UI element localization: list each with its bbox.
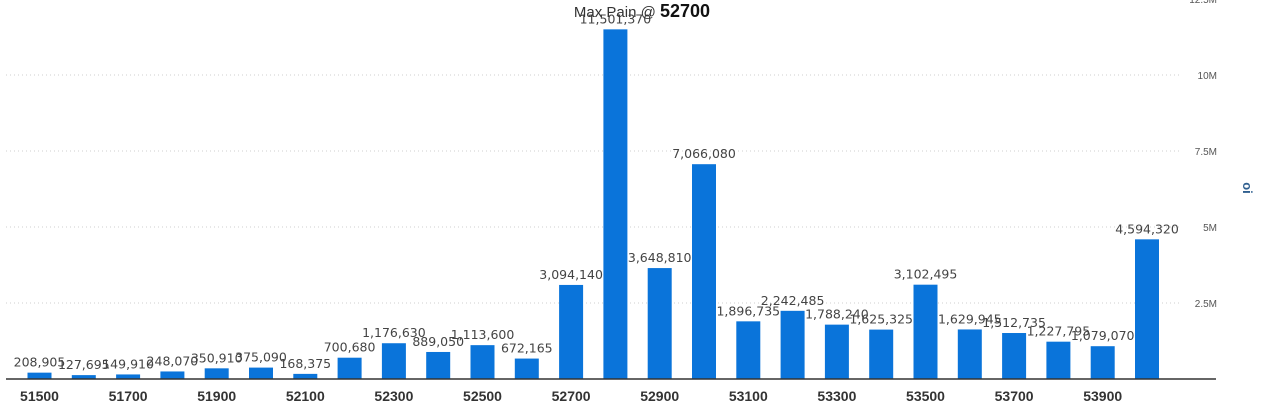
x-tick-label: 53700 — [995, 388, 1034, 404]
data-label-52200: 700,680 — [324, 340, 376, 355]
x-tick-label: 53500 — [906, 388, 945, 404]
y-axis-ticks: 2.5M 5M 7.5M 10M 12.5M — [1189, 0, 1217, 310]
y-axis-title: oi — [1240, 182, 1255, 194]
bar-53100 — [736, 321, 761, 379]
data-label-53800: 1,227,795 — [1027, 324, 1091, 339]
y-tick-label: 5M — [1203, 223, 1217, 234]
data-label-51800: 248,070 — [147, 353, 199, 368]
chart-title-prefix: Max Pain @ — [574, 4, 660, 21]
data-label-53500: 3,102,495 — [894, 267, 958, 282]
bar-51900 — [204, 368, 229, 379]
bar-52200 — [337, 357, 362, 379]
x-tick-label: 53100 — [729, 388, 768, 404]
data-label-52000: 375,090 — [235, 350, 287, 365]
data-label-53000: 7,066,080 — [672, 146, 736, 161]
data-label-52400: 889,050 — [412, 334, 464, 349]
bar-53800 — [1046, 341, 1071, 379]
data-label-52700: 3,094,140 — [539, 267, 603, 282]
chart-title-value: 52700 — [660, 1, 710, 21]
y-tick-label: 10M — [1198, 71, 1217, 82]
gridlines — [6, 74, 1180, 304]
data-label-53300: 1,788,240 — [805, 307, 869, 322]
x-tick-label: 52700 — [552, 388, 591, 404]
data-labels: 208,905127,695149,910248,070350,910375,0… — [14, 11, 1179, 372]
data-label-52900: 3,648,810 — [628, 250, 692, 265]
data-label-53700: 1,512,735 — [982, 315, 1046, 330]
bars — [27, 29, 1159, 380]
bar-52000 — [249, 367, 273, 379]
bar-52300 — [381, 343, 406, 379]
data-label-52500: 1,113,600 — [451, 327, 515, 342]
data-label-53100: 1,896,735 — [716, 303, 780, 318]
bar-53600 — [957, 329, 982, 379]
bar-51700 — [116, 374, 141, 379]
bar-52500 — [470, 345, 495, 379]
bar-52100 — [293, 373, 318, 379]
data-label-51600: 127,695 — [58, 357, 110, 372]
bar-51800 — [160, 371, 185, 379]
x-axis-ticks: 51500 51700 51900 52100 52300 52500 52700 52900… — [20, 388, 1122, 404]
bar-53700 — [1002, 333, 1027, 379]
bar-52800 — [603, 29, 628, 380]
bar-53200 — [780, 310, 805, 379]
bar-53300 — [824, 324, 849, 379]
bar-53000 — [692, 164, 716, 379]
bar-51600 — [71, 375, 96, 379]
data-label-53200: 2,242,485 — [761, 293, 825, 308]
bar-52900 — [647, 268, 672, 379]
bar-53900 — [1090, 346, 1115, 379]
bar-52700 — [559, 284, 584, 379]
bar-53500 — [913, 284, 938, 379]
x-tick-label: 52100 — [286, 388, 325, 404]
data-label-52800: 11,501,370 — [580, 11, 652, 26]
data-label-53900: 1,079,070 — [1071, 328, 1135, 343]
y-tick-label: 12.5M — [1189, 0, 1217, 6]
chart-title: Max Pain @ 52700 — [574, 1, 710, 21]
data-label-51700: 149,910 — [102, 356, 154, 371]
x-tick-label: 52900 — [640, 388, 679, 404]
x-tick-label: 52500 — [463, 388, 502, 404]
y-tick-label: 2.5M — [1195, 299, 1217, 310]
x-tick-label: 51500 — [20, 388, 59, 404]
bar-52600 — [514, 358, 539, 379]
x-tick-label: 51700 — [109, 388, 148, 404]
y-tick-label: 7.5M — [1195, 147, 1217, 158]
bar-51500 — [27, 372, 52, 379]
x-tick-label: 51900 — [197, 388, 236, 404]
data-label-52100: 168,375 — [279, 356, 331, 371]
data-label-52600: 672,165 — [501, 341, 553, 356]
data-label-54000: 4,594,320 — [1115, 221, 1179, 236]
x-tick-label: 53300 — [817, 388, 856, 404]
bar-52400 — [426, 351, 451, 379]
data-label-52300: 1,176,630 — [362, 325, 426, 340]
data-label-51500: 208,905 — [14, 355, 66, 370]
bar-54000 — [1135, 239, 1159, 379]
data-label-53600: 1,629,945 — [938, 311, 1002, 326]
bar-53400 — [869, 329, 894, 379]
data-label-51900: 350,910 — [191, 350, 243, 365]
x-tick-label: 53900 — [1083, 388, 1122, 404]
data-label-53400: 1,625,325 — [849, 312, 913, 327]
x-tick-label: 52300 — [374, 388, 413, 404]
